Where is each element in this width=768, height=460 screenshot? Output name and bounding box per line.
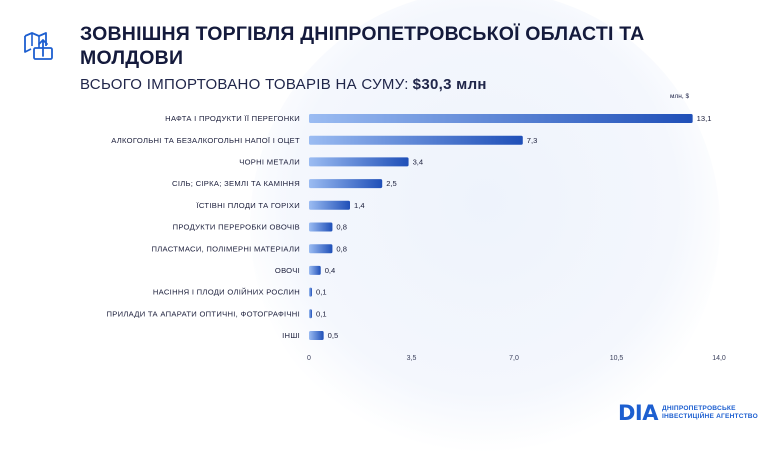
category-label: ПРОДУКТИ ПЕРЕРОБКИ ОВОЧІВ — [173, 223, 300, 232]
bar — [309, 179, 383, 189]
unit-label: млн, $ — [670, 93, 690, 100]
brand-mark: DIA — [618, 401, 659, 425]
data-label: 0,1 — [316, 288, 327, 297]
x-tick-label: 14,0 — [712, 355, 726, 362]
bar — [309, 287, 312, 297]
bar — [309, 331, 324, 340]
category-label: ПЛАСТМАСИ, ПОЛІМЕРНІ МАТЕРІАЛИ — [152, 244, 300, 253]
x-tick-label: 10,5 — [610, 355, 624, 362]
page-subtitle: ВСЬОГО ІМПОРТОВАНО ТОВАРІВ НА СУМУ: $30,3… — [80, 76, 487, 93]
brand-logo: DIA ДНІПРОПЕТРОВСЬКЕ ІНВЕСТИЦІЙНЕ АГЕНТС… — [618, 402, 758, 424]
category-label: НАСІННЯ І ПЛОДИ ОЛІЙНИХ РОСЛИН — [153, 288, 300, 297]
bar — [309, 114, 693, 123]
data-label: 2,5 — [386, 179, 397, 188]
bar — [309, 244, 333, 254]
bar — [309, 157, 409, 167]
data-label: 1,4 — [354, 201, 365, 210]
data-label: 0,8 — [336, 244, 347, 253]
page-title: ЗОВНІШНЯ ТОРГІВЛЯ ДНІПРОПЕТРОВСЬКОЇ ОБЛА… — [80, 23, 645, 69]
map-upload-icon — [24, 32, 53, 60]
bar — [309, 200, 350, 210]
data-label: 7,3 — [527, 136, 538, 145]
data-label: 0,5 — [328, 331, 339, 340]
bar — [309, 265, 321, 275]
category-label: НАФТА І ПРОДУКТИ ЇЇ ПЕРЕГОНКИ — [165, 114, 300, 123]
x-tick-label: 7,0 — [509, 355, 519, 362]
brand-text: ДНІПРОПЕТРОВСЬКЕ ІНВЕСТИЦІЙНЕ АГЕНТСТВО — [662, 405, 758, 421]
category-label: СІЛЬ; СІРКА; ЗЕМЛІ ТА КАМІННЯ — [172, 179, 300, 188]
category-label: ІНШІ — [282, 331, 300, 340]
bar — [309, 135, 523, 145]
category-label: ЧОРНІ МЕТАЛИ — [239, 158, 300, 167]
bar-chart: НАФТА І ПРОДУКТИ ЇЇ ПЕРЕГОНКИ 13,1 АЛКОГОЛ… — [106, 114, 726, 362]
category-label: ПРИЛАДИ ТА АПАРАТИ ОПТИЧНІ, ФОТОГРАФІЧНІ — [106, 309, 300, 318]
data-label: 0,8 — [336, 223, 347, 232]
category-label: ОВОЧІ — [275, 266, 300, 275]
bar — [309, 222, 333, 232]
data-label: 13,1 — [697, 114, 712, 123]
brand-line-1: ДНІПРОПЕТРОВСЬКЕ — [662, 405, 736, 412]
category-label: ЇСТІВНІ ПЛОДИ ТА ГОРІХИ — [196, 201, 300, 210]
data-label: 3,4 — [413, 158, 424, 167]
total-amount: $30,3 млн — [412, 76, 487, 93]
data-label: 0,4 — [325, 266, 336, 275]
bar — [309, 309, 312, 319]
x-tick-label: 3,5 — [407, 355, 417, 362]
subtitle-label: ВСЬОГО ІМПОРТОВАНО ТОВАРІВ НА СУМУ: — [80, 76, 409, 93]
brand-line-2: ІНВЕСТИЦІЙНЕ АГЕНТСТВО — [662, 413, 758, 420]
data-label: 0,1 — [316, 309, 327, 318]
x-tick-label: 0 — [307, 355, 311, 362]
category-label: АЛКОГОЛЬНІ ТА БЕЗАЛКОГОЛЬНІ НАПОЇ І ОЦЕТ — [111, 136, 300, 145]
